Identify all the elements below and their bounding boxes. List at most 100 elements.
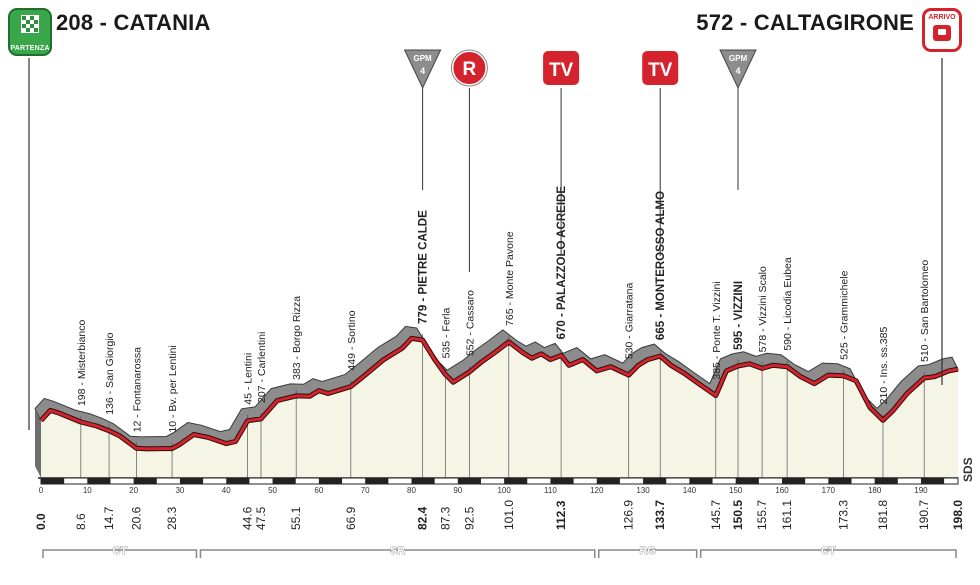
- start-badge: PARTENZA: [8, 8, 52, 56]
- km-mark-label: 101.0: [502, 500, 516, 530]
- place-label: 590 - Licodia Eubea: [782, 257, 794, 351]
- route-line: [39, 336, 959, 451]
- km-ruler-segment: [318, 478, 343, 484]
- province-label: SR: [390, 545, 405, 557]
- axis-tick-label: 0: [39, 486, 44, 495]
- province-bracket: [699, 549, 957, 558]
- finish-badge-label: ARRIVO: [928, 14, 956, 21]
- axis-tick-label: 20: [129, 486, 138, 495]
- place-label: 385 - Ponte T. Vizzini: [711, 281, 723, 379]
- axis-tick-label: 150: [729, 486, 743, 495]
- axis-tick-label: 160: [775, 486, 789, 495]
- place-label: 530 - Giarratana: [624, 283, 636, 360]
- km-ruler-segment: [504, 478, 528, 484]
- place-label: 136 - San Giorgio: [104, 332, 116, 414]
- start-town-label: 208 - CATANIA: [56, 10, 211, 35]
- place-label: 665 - MONTEROSSO ALMO: [655, 191, 667, 340]
- finish-badge: ARRIVO: [922, 8, 962, 52]
- km-ruler-segment: [828, 478, 852, 484]
- refreshment-marker-ring: [450, 49, 488, 87]
- place-label: 207 - Carlentini: [256, 332, 268, 403]
- tv-marker: [541, 49, 582, 87]
- km-ruler-segment: [874, 478, 898, 484]
- province-bracket: [199, 549, 596, 558]
- km-ruler-segment: [643, 478, 667, 484]
- km-mark-label: 20.6: [129, 506, 143, 530]
- gpm-marker: [403, 49, 442, 90]
- km-mark-label: 82.4: [416, 506, 430, 530]
- km-ruler-segment: [920, 478, 945, 484]
- axis-tick-label: 70: [361, 486, 370, 495]
- province-label: CT: [112, 545, 127, 557]
- place-label: 552 - Cassaro: [464, 290, 476, 356]
- km-mark-label: 173.3: [837, 500, 851, 530]
- place-label: 779 - PIETRE CALDE: [418, 210, 430, 324]
- gpm-marker: [719, 49, 757, 90]
- km-ruler-segment: [550, 478, 574, 484]
- gpm-label: GPM: [729, 54, 748, 63]
- place-label: 198 - Misterbianco: [76, 319, 88, 406]
- km-ruler-segment: [411, 478, 435, 484]
- profile-area: [41, 338, 958, 478]
- km-ruler-segment: [782, 478, 806, 484]
- axis-tick-label: 60: [314, 486, 323, 495]
- km-mark-label: 55.1: [289, 506, 303, 530]
- axis-tick-label: 110: [544, 486, 557, 495]
- axis-tick-label: 140: [683, 486, 697, 495]
- km-ruler-segment: [689, 478, 713, 484]
- km-mark-label: 0.0: [34, 513, 48, 530]
- km-mark-label: 14.7: [102, 506, 116, 530]
- km-mark-label: 44.6: [241, 506, 255, 530]
- axis-tick-label: 40: [222, 486, 231, 495]
- gpm-category: 4: [736, 66, 741, 76]
- axis-tick-label: 180: [868, 486, 882, 495]
- km-ruler-segment: [41, 478, 65, 484]
- km-ruler-segment: [596, 478, 620, 484]
- km-ruler-segment: [272, 478, 296, 484]
- refreshment-label: R: [463, 59, 477, 80]
- province-bracket: [598, 549, 698, 558]
- axis-tick-label: 120: [590, 486, 604, 495]
- km-mark-label: 87.3: [438, 506, 452, 530]
- place-label: 670 - PALAZZOLO ACREIDE: [556, 186, 568, 340]
- axis-tick-label: 130: [636, 486, 650, 495]
- km-mark-label: 133.7: [653, 500, 667, 530]
- place-label: 12 - Fontanarossa: [131, 347, 143, 432]
- km-mark-label: 190.7: [917, 500, 931, 530]
- km-ruler-segment: [179, 478, 204, 484]
- km-ruler-segment: [735, 478, 759, 484]
- place-label: 765 - Monte Pavone: [504, 231, 516, 326]
- km-ruler-segment: [457, 478, 481, 484]
- place-label: 449 - Sortino: [346, 310, 358, 370]
- axis-tick-label: 100: [497, 486, 511, 495]
- km-ruler-segment: [133, 478, 157, 484]
- province-label: RG: [639, 545, 656, 557]
- km-mark-label: 161.1: [780, 500, 794, 530]
- tv-marker: [640, 49, 681, 87]
- axis-tick-label: 30: [175, 486, 184, 495]
- province-bracket: [42, 549, 198, 558]
- km-mark-label: 181.8: [876, 500, 890, 530]
- km-mark-label: 112.3: [554, 500, 568, 530]
- km-mark-label: 66.9: [344, 506, 358, 530]
- start-badge-label: PARTENZA: [10, 45, 50, 52]
- km-mark-label: 28.3: [165, 506, 179, 530]
- km-mark-label: 8.6: [74, 513, 88, 530]
- axis-tick-label: 50: [268, 486, 277, 495]
- place-label: 595 - VIZZINI: [733, 281, 745, 350]
- km-mark-label: 47.5: [254, 506, 268, 530]
- finish-town-label: 572 - CALTAGIRONE: [696, 10, 914, 35]
- axis-tick-label: 90: [453, 486, 462, 495]
- checkered-flag-icon: [21, 15, 39, 33]
- place-label: 578 - Vizzini Scalo: [757, 266, 769, 352]
- km-ruler-segment: [87, 478, 111, 484]
- km-mark-label: 145.7: [709, 500, 723, 530]
- refreshment-marker: [451, 50, 488, 86]
- km-mark-label: 126.9: [622, 500, 636, 530]
- km-ruler-segment: [226, 478, 250, 484]
- profile-side: [35, 408, 41, 478]
- km-mark-label: 150.5: [731, 500, 745, 530]
- axis-tick-label: 80: [407, 486, 416, 495]
- axis-tick-label: 10: [83, 486, 92, 495]
